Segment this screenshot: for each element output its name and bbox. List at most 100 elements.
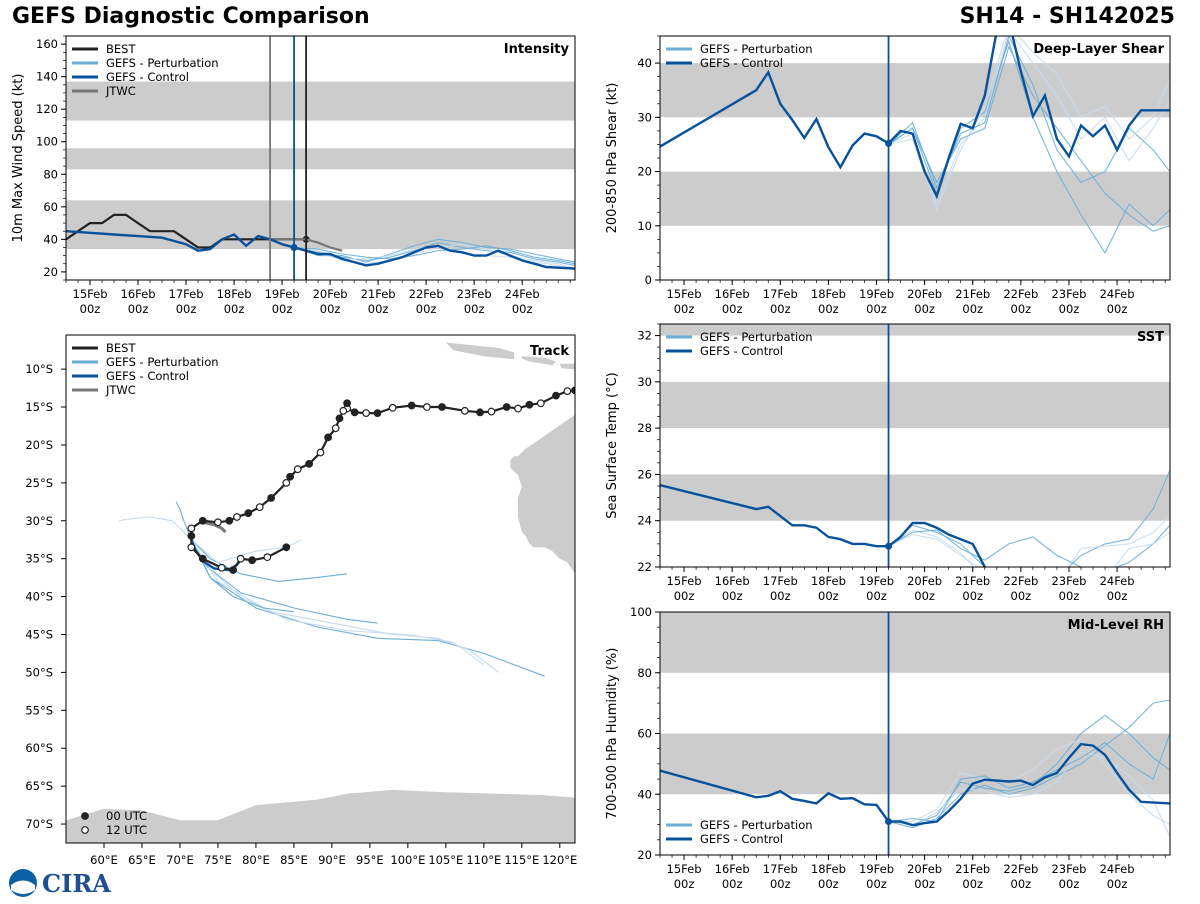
intensity-xtick-sublabel: 00z [464, 302, 485, 316]
rh-plot-area [660, 612, 1170, 855]
rh-xtick-label: 24Feb [1100, 862, 1135, 876]
sst-ytick-label: 24 [637, 514, 652, 528]
intensity-band [66, 148, 575, 170]
track-legend-label: GEFS - Control [106, 369, 189, 383]
track-lon-label: 60°E [90, 853, 118, 867]
track-lat-label: 55°S [25, 703, 53, 717]
track-plot-area [66, 342, 575, 843]
track-00utc-marker [525, 400, 534, 409]
shear-ytick-label: 30 [637, 110, 652, 124]
sst-title: SST [1137, 330, 1164, 345]
rh-ytick-label: 20 [637, 848, 652, 862]
track-lon-label: 115°E [504, 853, 539, 867]
track-legend-label: BEST [106, 341, 136, 355]
rh-title: Mid-Level RH [1068, 618, 1164, 633]
track-12utc-marker [331, 424, 340, 433]
shear-legend-label: GEFS - Control [700, 56, 783, 70]
track-12utc-marker [214, 518, 222, 527]
intensity-perturbation-line [293, 238, 575, 263]
track-lon-label: 95°E [356, 853, 384, 867]
rh-xtick-label: 19Feb [859, 862, 894, 876]
rh-legend-label: GEFS - Control [700, 832, 783, 846]
intensity-xtick-sublabel: 00z [272, 302, 293, 316]
sst-band [660, 324, 1170, 336]
track-00utc-marker [407, 401, 416, 410]
rh-perturbation-line [888, 699, 1170, 829]
sst-xtick-sublabel: 00z [674, 589, 695, 603]
rh-xtick-sublabel: 00z [962, 877, 983, 891]
rh-ylabel: 700-500 hPa Humidity (%) [605, 648, 620, 820]
shear-xtick-sublabel: 00z [866, 302, 887, 316]
shear-perturbation-line [888, 45, 1170, 232]
shear-xtick-label: 21Feb [955, 287, 990, 301]
track-00utc-marker [267, 494, 276, 502]
intensity-panel: 2040608010012014016015Feb00z16Feb00z17Fe… [11, 35, 576, 316]
intensity-xtick-sublabel: 00z [368, 302, 389, 316]
track-legend-label: JTWC [105, 383, 136, 397]
shear-ytick-label: 0 [645, 273, 652, 287]
intensity-title: Intensity [504, 42, 570, 57]
rh-xtick-sublabel: 00z [1059, 877, 1080, 891]
track-00utc-marker [335, 414, 344, 423]
sst-band [660, 474, 1170, 521]
track-12utc-marker [536, 399, 545, 408]
landmass [521, 356, 556, 366]
track-legend-label: GEFS - Perturbation [106, 355, 219, 369]
rh-xtick-label: 17Feb [763, 862, 798, 876]
track-lat-label: 15°S [25, 400, 53, 414]
shear-perturbation-line [888, 36, 1170, 212]
intensity-xtick-sublabel: 00z [320, 302, 341, 316]
rh-perturbation-line [888, 738, 1170, 826]
track-perturbation-line [190, 539, 500, 673]
rh-ytick-label: 100 [630, 605, 652, 619]
track-lon-label: 85°E [280, 853, 308, 867]
track-lon-label: 100°E [390, 853, 425, 867]
legend-12utc-marker [81, 826, 89, 834]
track-00utc-marker [502, 403, 511, 411]
legend-00utc-marker [81, 812, 89, 820]
shear-ytick-label: 20 [637, 165, 652, 179]
intensity-xtick-label: 19Feb [265, 287, 300, 301]
intensity-control-line [66, 230, 575, 270]
sst-xtick-sublabel: 00z [866, 589, 887, 603]
track-lon-label: 65°E [128, 853, 156, 867]
rh-xtick-sublabel: 00z [674, 877, 695, 891]
track-12utc-marker [187, 543, 196, 552]
sst-legend-label: GEFS - Control [700, 344, 783, 358]
noaa-wave-icon [11, 880, 35, 894]
intensity-band [66, 200, 575, 250]
shear-xtick-label: 15Feb [667, 287, 702, 301]
track-perturbation-line [175, 501, 192, 540]
sst-perturbation-line [888, 515, 1170, 567]
track-12utc-marker [255, 503, 264, 512]
intensity-xtick-sublabel: 00z [176, 302, 197, 316]
intensity-xtick-label: 17Feb [169, 287, 204, 301]
shear-control-line [660, 36, 1170, 200]
sst-ytick-label: 32 [637, 329, 652, 343]
sst-control-line [660, 483, 987, 567]
track-lat-label: 25°S [25, 476, 53, 490]
cira-logo: CIRA [6, 866, 116, 900]
shear-xtick-sublabel: 00z [962, 302, 983, 316]
intensity-perturbation-line [293, 242, 575, 266]
shear-xtick-label: 16Feb [715, 287, 750, 301]
rh-xtick-label: 21Feb [955, 862, 990, 876]
sst-xtick-sublabel: 00z [1059, 589, 1080, 603]
shear-xtick-sublabel: 00z [1011, 302, 1032, 316]
intensity-plot-area [66, 36, 575, 280]
shear-ytick-label: 10 [637, 219, 652, 233]
intensity-xtick-label: 22Feb [409, 287, 444, 301]
shear-xtick-label: 20Feb [907, 287, 942, 301]
shear-panel: 01020304015Feb00z16Feb00z17Feb00z18Feb00… [605, 35, 1171, 316]
intensity-ytick-label: 140 [36, 70, 58, 84]
track-12utc-marker [563, 387, 572, 396]
rh-xtick-sublabel: 00z [770, 877, 791, 891]
intensity-ytick-label: 60 [43, 200, 58, 214]
sst-xtick-sublabel: 00z [818, 589, 839, 603]
track-lat-label: 35°S [25, 552, 53, 566]
shear-xtick-label: 22Feb [1003, 287, 1038, 301]
track-lat-label: 45°S [25, 627, 53, 641]
sst-legend-label: GEFS - Perturbation [700, 330, 813, 344]
sst-ytick-label: 22 [637, 560, 652, 574]
